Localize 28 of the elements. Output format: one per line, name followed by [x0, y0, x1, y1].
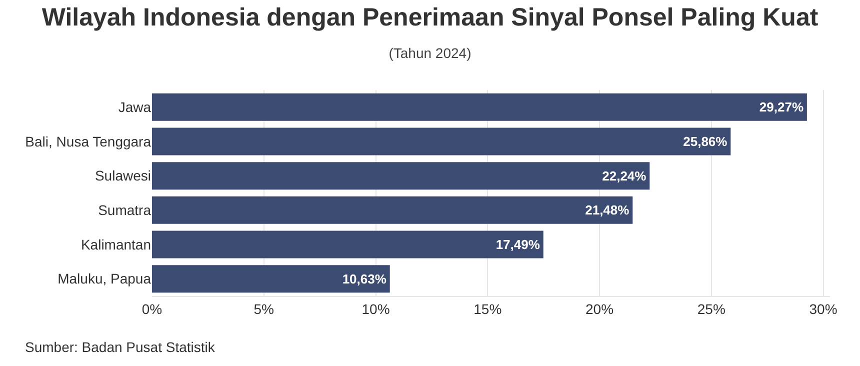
y-tick-label: Maluku, Papua — [58, 270, 152, 287]
y-tick-label: Sumatra — [98, 202, 152, 218]
bar — [152, 93, 807, 121]
bar — [152, 196, 633, 224]
data-label: 21,48% — [585, 202, 630, 218]
x-tick-label: 5% — [254, 300, 274, 317]
bar — [152, 265, 390, 293]
bar — [152, 162, 650, 190]
chart-subtitle: (Tahun 2024) — [388, 45, 472, 62]
x-tick-label: 10% — [362, 300, 390, 317]
x-tick-label: 15% — [474, 300, 502, 317]
y-tick-label: Kalimantan — [80, 236, 151, 252]
text: Sumber: Badan Pusat Statistik — [25, 339, 216, 355]
data-label: 22,24% — [602, 168, 647, 184]
x-tick-label: 30% — [809, 300, 838, 317]
y-tick-label: Jawa — [118, 99, 152, 116]
data-label: 17,49% — [496, 237, 540, 252]
bar — [152, 230, 544, 258]
bar — [152, 128, 731, 156]
data-label: 10,63% — [342, 271, 387, 286]
y-tick-label: Bali, Nusa Tenggara — [25, 133, 152, 150]
y-tick-label: Sulawesi — [94, 168, 151, 184]
x-tick-label: 25% — [697, 300, 726, 317]
x-tick-label: 0% — [142, 300, 162, 317]
data-label: 29,27% — [759, 100, 804, 115]
x-tick-label: 20% — [586, 300, 614, 317]
chart-title: Wilayah Indonesia dengan Penerimaan Sinyal Ponsel Paling Kuat — [42, 4, 819, 32]
data-label: 25,86% — [683, 134, 728, 149]
